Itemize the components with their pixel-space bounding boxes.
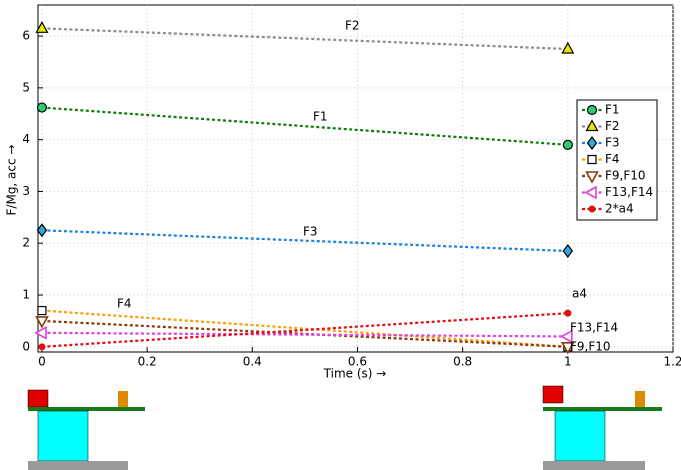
y-tick-label: 0 — [22, 339, 30, 353]
right-illustration — [543, 386, 662, 470]
annotation: F13,F14 — [570, 321, 618, 335]
orange-block — [635, 391, 645, 407]
chart: Time (s) → F/Mg, acc → 0 0.2 0.4 0.6 0.8 1 1.2… — [0, 0, 681, 470]
legend-marker — [589, 206, 596, 213]
annotation: F4 — [117, 297, 132, 311]
series-line — [42, 333, 568, 337]
y-tick-label: 2 — [22, 236, 30, 250]
legend-label: 2*a4 — [605, 202, 634, 216]
marker — [36, 327, 46, 338]
x-tick-label: 0 — [38, 355, 46, 369]
legend-label: F2 — [605, 119, 620, 133]
y-tick-label: 1 — [22, 288, 30, 302]
x-tick-label: 1.2 — [663, 355, 681, 369]
y-tick-label: 6 — [22, 29, 30, 43]
annotation: F2 — [345, 19, 360, 33]
marker — [563, 245, 572, 257]
green-plank — [543, 407, 662, 411]
orange-block — [118, 391, 128, 407]
left-illustration — [28, 390, 145, 470]
legend-label: F4 — [605, 152, 620, 166]
y-tick-label: 3 — [22, 184, 30, 198]
annotation: F9,F10 — [570, 340, 611, 354]
series-line — [42, 108, 568, 145]
y-tick-label: 4 — [22, 132, 30, 146]
red-block — [543, 386, 563, 403]
legend-label: F13,F14 — [605, 185, 653, 199]
marker — [38, 343, 45, 350]
legend-label: F9,F10 — [605, 169, 646, 183]
gray-base — [543, 461, 645, 470]
x-tick-label: 0.2 — [138, 355, 157, 369]
legend-marker — [588, 106, 597, 115]
x-tick-label: 0.8 — [453, 355, 472, 369]
marker — [563, 140, 572, 149]
legend-label: F1 — [605, 103, 620, 117]
x-axis-label: Time (s) → — [323, 367, 387, 381]
cyan-support — [38, 411, 88, 461]
marker — [564, 310, 571, 317]
cyan-support — [555, 411, 605, 461]
annotation: F1 — [313, 110, 328, 124]
red-block — [28, 390, 48, 407]
marker — [588, 156, 596, 164]
x-tick-label: 0.6 — [348, 355, 367, 369]
x-tick-label: 0.4 — [243, 355, 262, 369]
green-plank — [28, 407, 145, 411]
marker — [562, 43, 573, 53]
marker — [37, 103, 46, 112]
annotation: a4 — [572, 287, 587, 301]
y-axis-label: F/Mg, acc → — [5, 145, 19, 216]
legend: F1 F2 F3 F4 F9,F10 F13,F14 2*a4 — [577, 100, 657, 220]
x-tick-label: 1 — [564, 355, 572, 369]
marker — [38, 307, 46, 315]
gray-base — [28, 461, 128, 470]
marker — [37, 224, 46, 236]
annotation: F3 — [303, 225, 318, 239]
series-line — [42, 28, 568, 49]
legend-label: F3 — [605, 136, 620, 150]
y-tick-label: 5 — [22, 80, 30, 94]
